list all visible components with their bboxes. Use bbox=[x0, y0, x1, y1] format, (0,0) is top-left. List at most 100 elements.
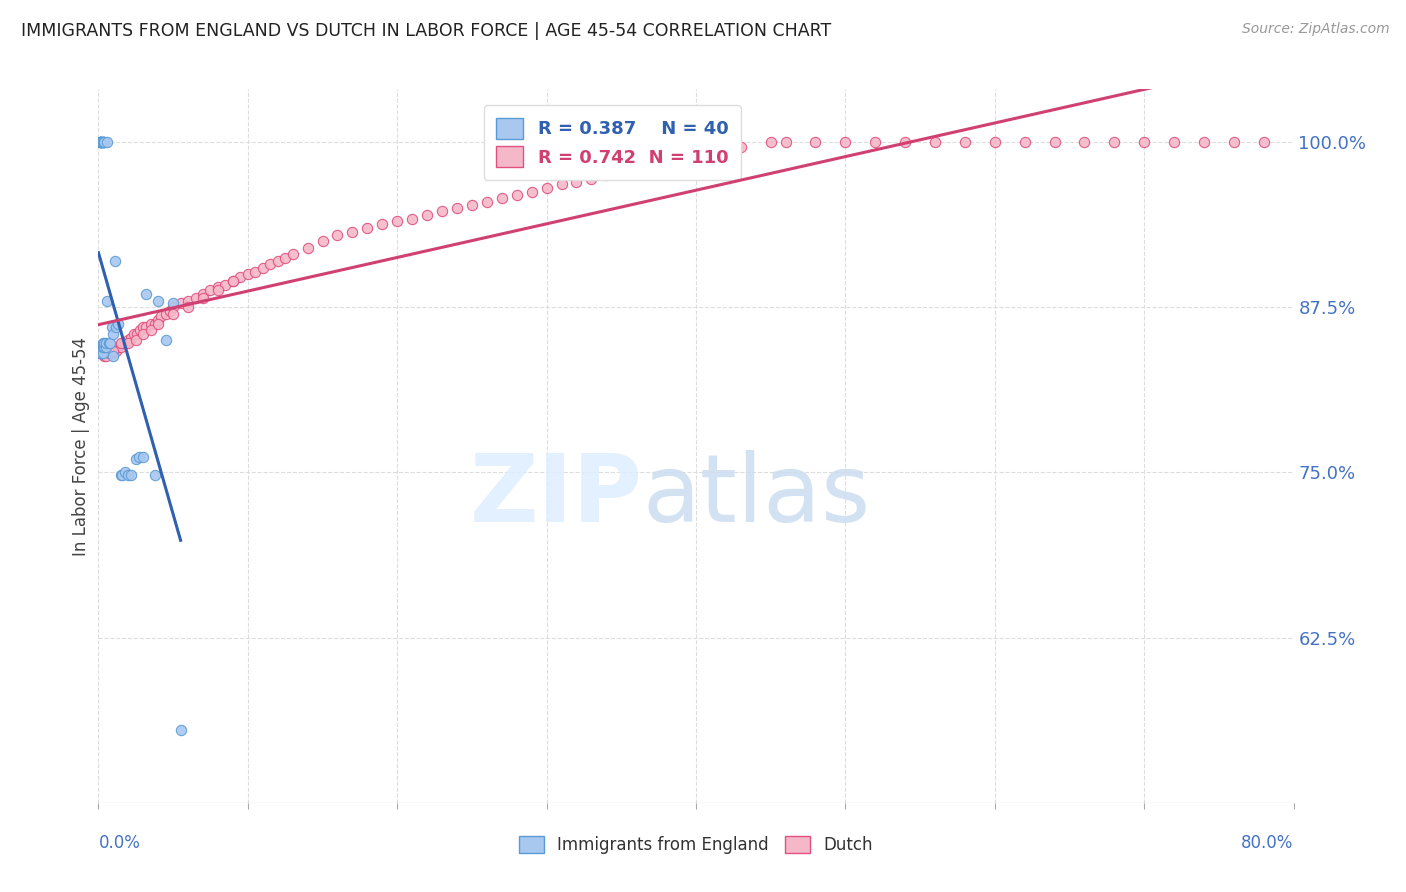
Point bbox=[953, 135, 976, 149]
Y-axis label: In Labor Force | Age 45-54: In Labor Force | Age 45-54 bbox=[72, 336, 90, 556]
Point bbox=[90, 135, 112, 149]
Point bbox=[90, 346, 112, 360]
Point bbox=[90, 346, 112, 360]
Point bbox=[775, 135, 797, 149]
Point bbox=[191, 287, 214, 301]
Point bbox=[446, 201, 468, 215]
Text: 0.0%: 0.0% bbox=[98, 834, 141, 852]
Point bbox=[1133, 135, 1156, 149]
Point bbox=[274, 252, 297, 266]
Point bbox=[894, 135, 917, 149]
Point bbox=[89, 135, 111, 149]
Point bbox=[94, 335, 117, 350]
Point bbox=[132, 320, 155, 334]
Point bbox=[91, 335, 114, 350]
Point bbox=[983, 135, 1005, 149]
Point bbox=[148, 318, 170, 332]
Point bbox=[110, 340, 132, 354]
Point bbox=[356, 221, 378, 235]
Point bbox=[640, 159, 662, 173]
Point bbox=[326, 227, 349, 242]
Point bbox=[90, 135, 112, 149]
Point bbox=[94, 349, 117, 363]
Point bbox=[96, 346, 118, 360]
Point bbox=[162, 300, 184, 314]
Point bbox=[155, 307, 177, 321]
Point bbox=[416, 208, 439, 222]
Point bbox=[89, 346, 111, 360]
Point bbox=[98, 335, 122, 350]
Point bbox=[117, 468, 139, 483]
Point bbox=[90, 135, 112, 149]
Point bbox=[924, 135, 946, 149]
Point bbox=[655, 154, 678, 169]
Point bbox=[114, 466, 136, 480]
Point bbox=[91, 346, 114, 360]
Point bbox=[112, 335, 135, 350]
Point bbox=[94, 340, 117, 354]
Point bbox=[91, 346, 114, 360]
Point bbox=[236, 267, 259, 281]
Point bbox=[105, 320, 128, 334]
Point bbox=[117, 333, 139, 347]
Point bbox=[139, 323, 162, 337]
Point bbox=[111, 335, 134, 350]
Point bbox=[101, 340, 124, 354]
Point bbox=[669, 151, 692, 165]
Point bbox=[245, 264, 267, 278]
Point bbox=[91, 135, 114, 149]
Text: Source: ZipAtlas.com: Source: ZipAtlas.com bbox=[1241, 22, 1389, 37]
Point bbox=[565, 175, 588, 189]
Point bbox=[139, 318, 162, 332]
Point bbox=[214, 277, 236, 292]
Point bbox=[1253, 135, 1275, 149]
Text: atlas: atlas bbox=[643, 450, 870, 542]
Point bbox=[103, 346, 125, 360]
Point bbox=[1163, 135, 1185, 149]
Point bbox=[730, 140, 752, 154]
Point bbox=[107, 340, 129, 354]
Point bbox=[430, 203, 453, 218]
Point bbox=[120, 468, 142, 483]
Point bbox=[111, 468, 134, 483]
Point bbox=[385, 214, 409, 228]
Point bbox=[143, 318, 166, 332]
Point bbox=[520, 186, 543, 200]
Point bbox=[97, 346, 120, 360]
Point bbox=[222, 274, 245, 288]
Point bbox=[90, 346, 112, 360]
Point bbox=[114, 335, 136, 350]
Point bbox=[162, 296, 184, 310]
Point bbox=[1104, 135, 1126, 149]
Point bbox=[91, 340, 114, 354]
Text: IMMIGRANTS FROM ENGLAND VS DUTCH IN LABOR FORCE | AGE 45-54 CORRELATION CHART: IMMIGRANTS FROM ENGLAND VS DUTCH IN LABO… bbox=[21, 22, 831, 40]
Point bbox=[90, 346, 112, 360]
Point bbox=[169, 296, 191, 310]
Point bbox=[125, 333, 148, 347]
Point bbox=[401, 211, 423, 226]
Point bbox=[125, 452, 148, 467]
Point bbox=[281, 247, 304, 261]
Point bbox=[155, 333, 177, 347]
Point bbox=[177, 293, 200, 308]
Point bbox=[90, 340, 112, 354]
Point bbox=[91, 135, 114, 149]
Point bbox=[150, 310, 173, 324]
Point bbox=[267, 254, 290, 268]
Point bbox=[117, 335, 139, 350]
Point bbox=[159, 304, 181, 318]
Point bbox=[191, 291, 214, 305]
Point bbox=[184, 291, 207, 305]
Point bbox=[98, 346, 122, 360]
Point bbox=[135, 287, 157, 301]
Point bbox=[222, 274, 245, 288]
Point bbox=[132, 326, 155, 341]
Point bbox=[108, 340, 131, 354]
Point bbox=[104, 343, 127, 358]
Point bbox=[135, 320, 157, 334]
Point bbox=[177, 300, 200, 314]
Point bbox=[93, 340, 115, 354]
Point bbox=[311, 234, 333, 248]
Point bbox=[461, 198, 484, 212]
Point bbox=[259, 257, 281, 271]
